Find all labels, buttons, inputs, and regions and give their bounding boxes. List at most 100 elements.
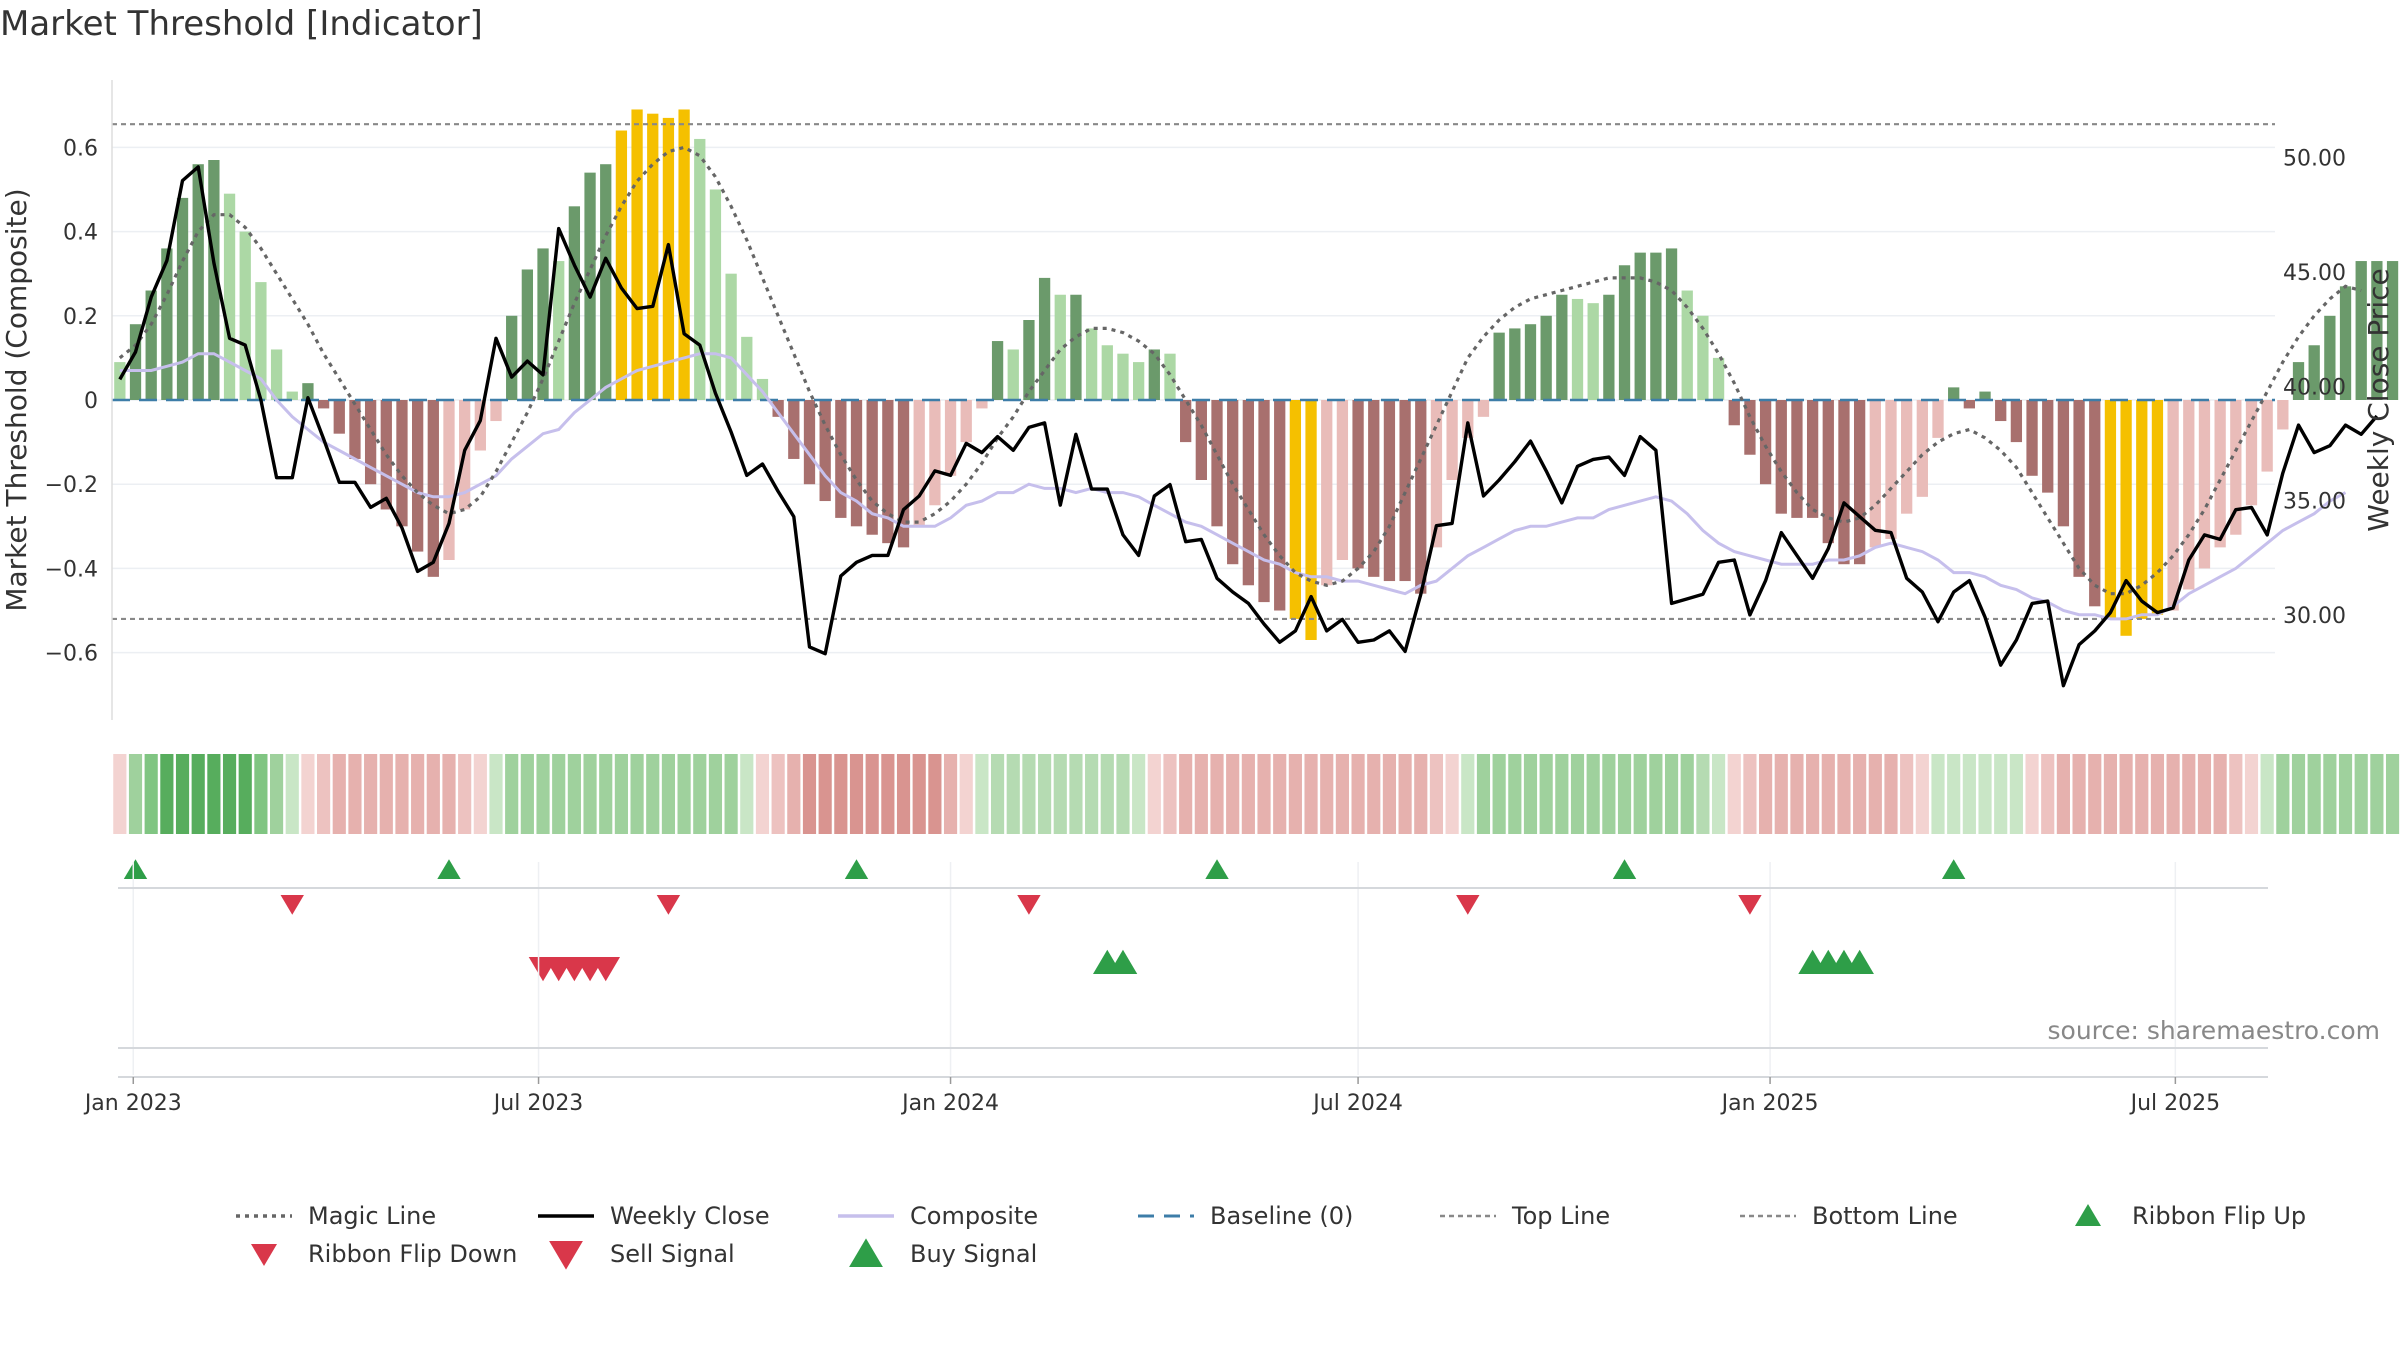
- threshold-bar: [2198, 400, 2211, 569]
- threshold-bar: [1571, 298, 1584, 400]
- threshold-bar: [2089, 400, 2101, 607]
- threshold-bar: [2104, 400, 2117, 619]
- ribbon-cell: [2291, 754, 2306, 834]
- ribbon-cell: [2197, 754, 2212, 834]
- ribbon-cell: [1038, 754, 1052, 834]
- ribbon-cell: [128, 754, 143, 834]
- ribbon-cell: [2103, 754, 2118, 834]
- ribbon-cell: [1711, 754, 1726, 834]
- right-tick-label: 35.00: [2283, 490, 2346, 515]
- threshold-bar: [866, 400, 878, 535]
- threshold-bar: [2339, 286, 2352, 400]
- ribbon-cell: [787, 754, 801, 834]
- ribbon-cell: [849, 754, 864, 834]
- threshold-bar: [1336, 400, 1349, 560]
- threshold-bar: [1650, 252, 1662, 400]
- ribbon-flip-down-marker: [280, 895, 304, 915]
- legend-swatch-sell: [549, 1241, 583, 1270]
- ribbon-cell: [1508, 754, 1522, 834]
- legend-swatch-buy: [849, 1238, 883, 1267]
- threshold-bar: [1806, 400, 1819, 518]
- ribbon-cell: [1853, 754, 1867, 834]
- threshold-bar: [2026, 400, 2038, 476]
- threshold-bar: [208, 160, 220, 400]
- threshold-bar: [897, 400, 910, 548]
- ribbon-cell: [2088, 754, 2102, 834]
- threshold-bar: [819, 400, 831, 502]
- ribbon-cell: [1774, 754, 1788, 834]
- series-lines: [118, 145, 2379, 688]
- ribbon-cell: [1962, 754, 1976, 834]
- ribbon-cell: [207, 754, 221, 834]
- threshold-bar: [1054, 294, 1066, 400]
- source-label: source: sharemaestro.com: [2048, 1016, 2381, 1045]
- ribbon-cell: [301, 754, 315, 834]
- ribbon-cell: [2025, 754, 2039, 834]
- threshold-bar: [1352, 400, 1364, 569]
- legend-label: Ribbon Flip Up: [2132, 1202, 2306, 1230]
- threshold-bar: [2308, 345, 2320, 400]
- ribbon-flip-up-marker: [123, 859, 148, 879]
- ribbon-cell: [1884, 754, 1898, 834]
- threshold-bar: [270, 349, 283, 400]
- ribbon-cell: [928, 754, 942, 834]
- threshold-bar: [2245, 400, 2258, 506]
- threshold-bar: [725, 273, 737, 400]
- ribbon-cell: [442, 754, 456, 834]
- x-axis: Jan 2023 Jul 2023 Jan 2024 Jul 2024 Jan 2025…: [83, 862, 2268, 1116]
- magic-line: [118, 145, 2362, 596]
- ribbon-cell: [567, 754, 581, 834]
- ribbon-cell: [2338, 754, 2353, 834]
- ribbon-cell: [2370, 754, 2384, 834]
- chart-title: Market Threshold [Indicator]: [0, 4, 483, 44]
- ribbon-cell: [661, 754, 676, 834]
- threshold-bar: [2261, 400, 2273, 472]
- ribbon-cell: [1994, 754, 2008, 834]
- threshold-bar: [2010, 400, 2023, 443]
- threshold-bar: [396, 400, 408, 527]
- x-tick-label: Jul 2024: [1311, 1091, 1403, 1116]
- ribbon-cell: [1649, 754, 1663, 834]
- ribbon-cell: [2385, 754, 2400, 834]
- ribbon-cell: [1586, 754, 1600, 834]
- threshold-bar: [2324, 315, 2336, 400]
- threshold-bar: [2230, 400, 2242, 535]
- threshold-bar: [1274, 400, 1286, 611]
- threshold-bar: [1477, 400, 1490, 417]
- ribbon-cell: [2182, 754, 2196, 834]
- threshold-bar: [1007, 349, 1019, 400]
- ribbon-cell: [2323, 754, 2337, 834]
- ribbon-cell: [1696, 754, 1710, 834]
- ribbon-cell: [379, 754, 393, 834]
- ribbon-cell: [1414, 754, 1428, 834]
- left-tick-label: 0.6: [63, 136, 98, 161]
- threshold-bar: [2355, 261, 2367, 400]
- threshold-bar: [129, 324, 142, 400]
- threshold-bar: [1916, 400, 1928, 497]
- ribbon-cell: [1210, 754, 1224, 834]
- threshold-bar: [662, 117, 675, 400]
- ribbon-cell: [160, 754, 174, 834]
- ribbon-cell: [1759, 754, 1773, 834]
- ribbon-cell: [693, 754, 707, 834]
- ribbon-cell: [1320, 754, 1334, 834]
- ribbon-cell: [2260, 754, 2274, 834]
- ribbon-cell: [222, 754, 237, 834]
- ribbon-cell: [2244, 754, 2259, 834]
- ribbon-cell: [1633, 754, 1647, 834]
- ribbon-cell: [505, 754, 519, 834]
- threshold-bar: [1321, 400, 1333, 586]
- threshold-bar: [317, 400, 330, 409]
- threshold-bar: [568, 206, 581, 400]
- ribbon-cell: [2072, 754, 2086, 834]
- ribbon-cell: [1900, 754, 1914, 834]
- ribbon-cell: [520, 754, 534, 834]
- ribbon-cell: [802, 754, 817, 834]
- ribbon-cell: [1085, 754, 1099, 834]
- ribbon-cell: [2276, 754, 2290, 834]
- legend-label: Sell Signal: [610, 1240, 735, 1268]
- ribbon-cell: [1351, 754, 1365, 834]
- ribbon-flip-up-marker: [1205, 859, 1229, 879]
- ribbon-cell: [1555, 754, 1569, 834]
- threshold-bar: [1242, 400, 1255, 586]
